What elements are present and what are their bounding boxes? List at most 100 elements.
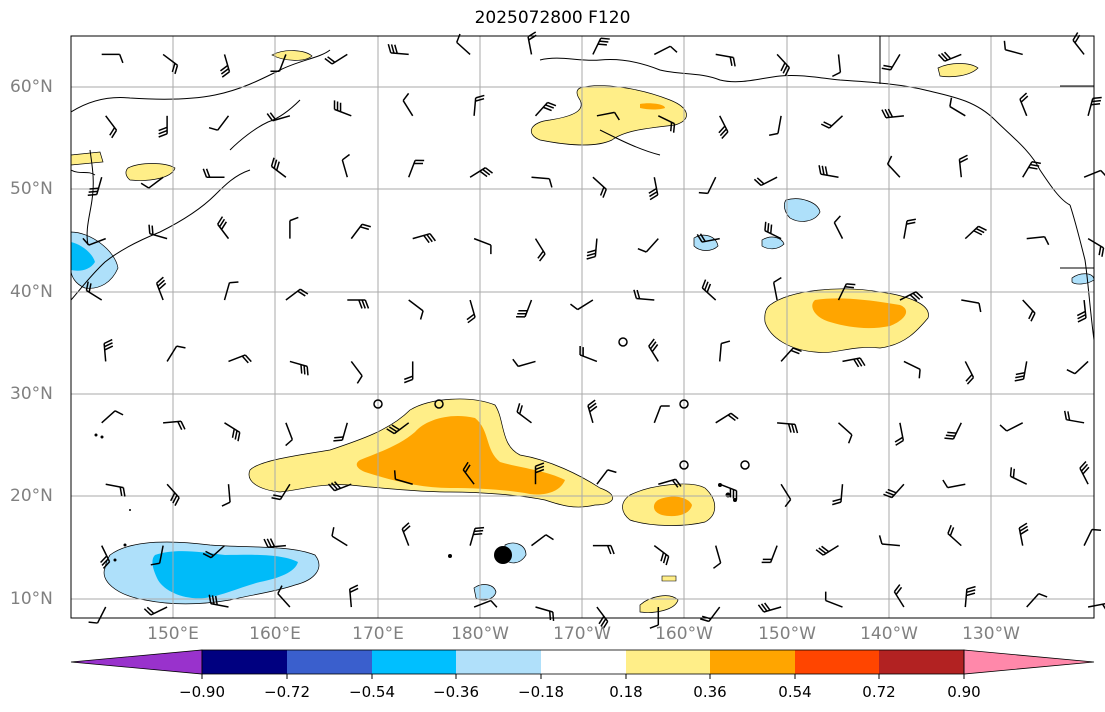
lon-label: 160°E (249, 624, 301, 644)
wind-barb-shaft (777, 115, 782, 134)
wind-barb-feather (613, 111, 620, 121)
wind-barb-feather (832, 498, 842, 503)
wind-barb-shaft (531, 176, 550, 180)
wind-barb-shaft (825, 599, 843, 608)
colorbar-segment (795, 650, 879, 674)
wind-barb-feather (114, 410, 124, 416)
wind-barb-feather (1080, 463, 1089, 472)
wind-barb-feather (156, 276, 164, 284)
wind-barb-feather (324, 57, 333, 65)
wind-barb-feather (602, 188, 607, 198)
colorbar-tick-label: 0.54 (778, 683, 812, 701)
wind-barb-feather (327, 56, 336, 63)
wind-barb-feather (878, 535, 883, 545)
wind-barb-shaft (395, 478, 413, 485)
wind-barb-feather (947, 431, 957, 434)
wind-barb-feather (649, 341, 657, 350)
wind-barb-shaft (903, 360, 921, 370)
wind-barb-shaft (707, 176, 717, 194)
wind-barb-feather (1019, 525, 1028, 532)
wind-barb-feather (884, 108, 890, 118)
wind-barb-feather (82, 237, 90, 246)
wind-barb-feather (597, 43, 607, 46)
wind-barb-feather (102, 561, 111, 569)
colorbar-segment (202, 650, 287, 674)
wind-barb-feather (85, 281, 89, 291)
colorbar-segment (541, 650, 626, 674)
map-frame (70, 35, 1095, 619)
wind-barb-feather (535, 462, 545, 467)
wind-barb-feather (649, 624, 659, 629)
wind-barb-feather (103, 338, 113, 345)
wind-barb-feather (721, 340, 731, 345)
wind-barb-feather (1077, 317, 1087, 323)
wind-barb-feather (479, 170, 488, 178)
wind-barb-feather (545, 104, 555, 109)
lat-label: 60°N (10, 77, 53, 97)
wind-barb-feather (637, 248, 647, 253)
wind-barb-feather (886, 155, 893, 165)
wind-barb-feather (769, 224, 773, 234)
wind-barb-shaft (833, 222, 844, 239)
wind-barb-feather (359, 226, 370, 231)
wind-barb-feather (696, 234, 703, 243)
coastlines (71, 36, 1094, 341)
wind-barb-shaft (718, 343, 723, 362)
wind-barb-feather (208, 594, 212, 604)
wind-barb-shaft (408, 299, 424, 312)
wind-barb-feather (959, 154, 968, 160)
wind-barb-feather (303, 365, 306, 375)
wind-barb-feather (361, 299, 366, 309)
wind-barb-feather (547, 101, 557, 107)
wind-barb-feather (945, 434, 955, 437)
wind-barb-feather (719, 128, 727, 137)
wind-barb-feather (358, 299, 363, 309)
wind-barb-feather (662, 554, 667, 564)
wind-barb-feather (202, 168, 208, 178)
wind-barb-feather (791, 423, 795, 433)
wind-barb-shaft (1083, 529, 1093, 546)
gridlines (71, 36, 1094, 618)
positive-anomaly-region (125, 163, 176, 181)
wind-barb-feather (610, 545, 615, 555)
wind-barb-shaft (341, 159, 349, 178)
wind-barb-feather (1076, 310, 1086, 317)
wind-barb-feather (718, 125, 726, 134)
wind-barb-feather (885, 491, 895, 496)
wind-barb-feather (713, 562, 722, 569)
wind-barb-feather (100, 555, 108, 564)
lat-label: 20°N (10, 486, 53, 506)
wind-barb-feather (706, 283, 712, 293)
wind-barb-feather (1091, 103, 1101, 106)
wind-barb-feather (1067, 411, 1071, 421)
wind-barb-feather (220, 64, 229, 72)
wind-barb-feather (341, 153, 350, 161)
wind-barb-feather (756, 177, 765, 185)
wind-barb-feather (289, 216, 299, 222)
wind-barb-feather (158, 129, 168, 135)
wind-barb-feather (600, 37, 610, 40)
wind-barb-feather (300, 364, 303, 374)
wind-barb-feather (349, 587, 359, 593)
wind-barb-feather (349, 584, 359, 590)
wind-barb-feather (833, 215, 841, 224)
wind-barb-feather (818, 165, 822, 175)
wind-barb-shaft (1005, 49, 1023, 56)
wind-barb-feather (883, 64, 893, 68)
wind-barb-feather (773, 276, 782, 283)
wind-barb-feather (669, 45, 678, 53)
wind-barb-shaft (772, 282, 778, 301)
positive-anomaly-core (653, 496, 692, 517)
wind-barb-feather (467, 316, 476, 324)
wind-barb-feather (538, 253, 546, 262)
wind-barb-feather (1018, 522, 1028, 529)
wind-barb-feather (732, 57, 736, 67)
wind-barb-feather (269, 112, 277, 121)
wind-barb-shaft (653, 405, 662, 424)
wind-barb-feather (214, 595, 218, 605)
positive-anomaly-core (640, 103, 665, 110)
wind-barb-feather (699, 233, 706, 242)
wind-barb-feather (966, 592, 976, 597)
wind-barb-feather (915, 291, 924, 299)
wind-barb-feather (671, 479, 679, 488)
